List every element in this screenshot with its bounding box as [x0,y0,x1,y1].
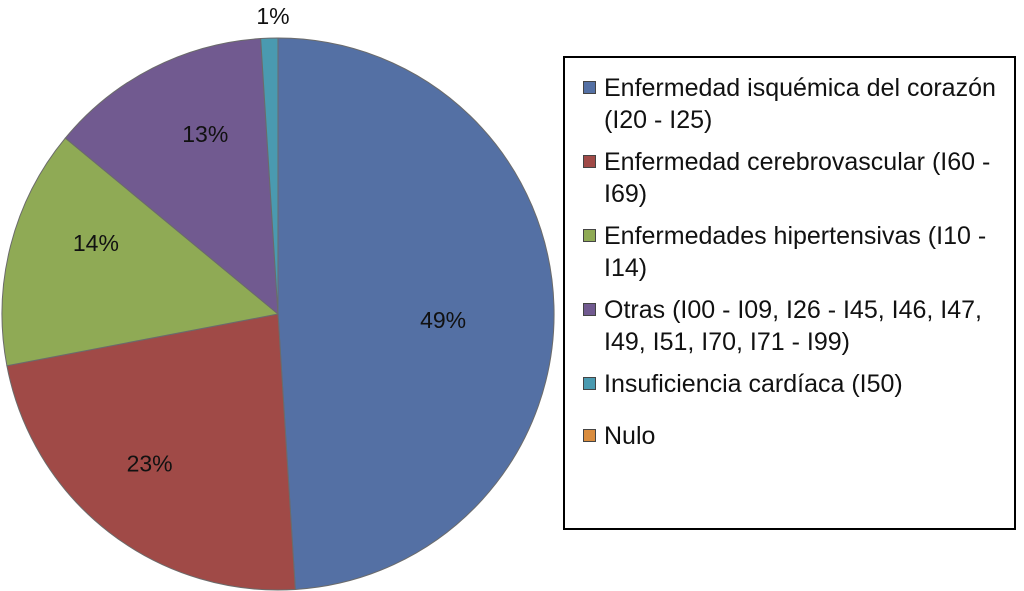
legend-item-null: Nulo [583,420,1004,452]
pie-data-label: 23% [127,451,173,477]
pie-data-label: 49% [420,307,466,333]
legend-item-heart-failure: Insuficiencia cardíaca (I50) [583,368,1004,400]
legend-label: Enfermedades hipertensivas (I10 - I14) [604,222,987,282]
legend-swatch [583,229,596,242]
legend-swatch [583,377,596,390]
legend-label: Nulo [604,422,656,450]
legend-item-hypertensive: Enfermedades hipertensivas (I10 - I14) [583,220,1004,284]
legend-swatch [583,155,596,168]
pie-slice [6,313,296,591]
legend-label: Enfermedad cerebrovascular (I60 - I69) [604,148,991,208]
pie-slice [64,38,279,316]
pie-data-label: 13% [182,121,228,147]
legend-label: Otras (I00 - I09, I26 - I45, I46, I47, I… [604,296,982,356]
legend-label: Insuficiencia cardíaca (I50) [604,370,903,398]
legend-label: Enfermedad isquémica del corazón (I20 - … [604,74,996,134]
legend-swatch [583,429,596,442]
legend-swatch [583,303,596,316]
pie-slice [277,37,555,590]
chart-legend: Enfermedad isquémica del corazón (I20 - … [563,56,1016,530]
pie-data-label: 14% [73,230,119,256]
legend-swatch [583,81,596,94]
pie-plot-area: 49% 23% 14% 13% 1% [1,3,555,591]
pie-slice [1,137,280,367]
legend-item-ischemic-heart-disease: Enfermedad isquémica del corazón (I20 - … [583,72,1004,136]
pie-slices [1,37,555,591]
legend-item-others: Otras (I00 - I09, I26 - I45, I46, I47, I… [583,294,1004,358]
pie-data-labels: 49% 23% 14% 13% 1% [73,3,466,477]
pie-data-label: 1% [256,3,289,29]
legend-item-cerebrovascular: Enfermedad cerebrovascular (I60 - I69) [583,146,1004,210]
pie-slice [260,37,279,315]
